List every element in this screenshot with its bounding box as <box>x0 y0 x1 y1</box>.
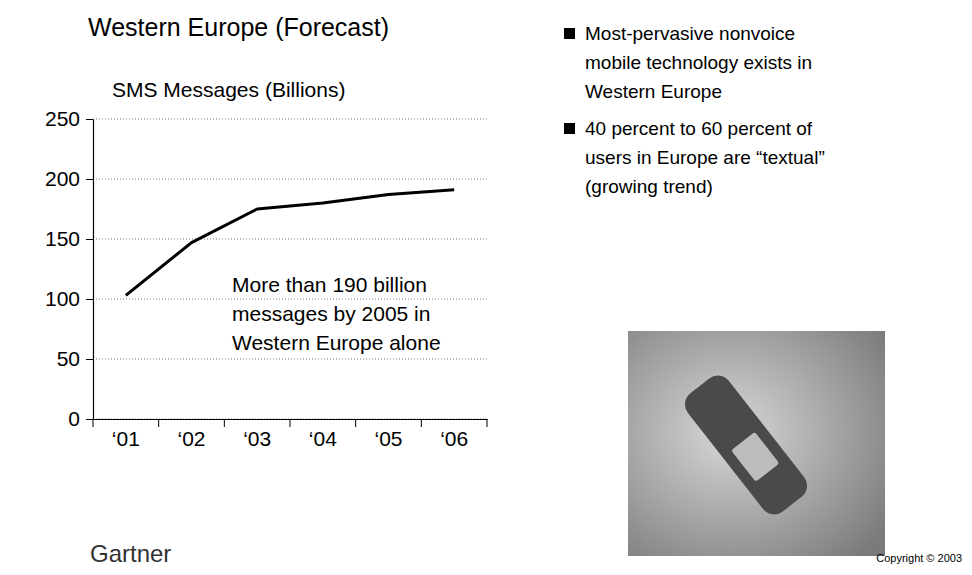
category-divider <box>487 419 488 427</box>
y-tick-label: 150 <box>45 227 80 250</box>
bullet-line: 40 percent to 60 percent of <box>585 118 813 139</box>
x-tick: ‘02 <box>177 427 205 450</box>
category-divider <box>224 419 225 427</box>
bullet-line: (growing trend) <box>585 176 713 197</box>
y-tick-mark <box>86 119 93 120</box>
y-tick: 0 <box>68 407 93 430</box>
y-tick-label: 100 <box>45 287 80 310</box>
y-axis: 0 50 100 150 200 250 <box>45 107 94 430</box>
grid <box>93 119 487 419</box>
x-tick-label: ‘03 <box>243 427 271 450</box>
copyright: Copyright © 2003 <box>876 552 962 564</box>
y-tick-label: 200 <box>45 167 80 190</box>
bullet-line: users in Europe are “textual” <box>585 147 825 168</box>
bullet-line: Western Europe <box>585 81 722 102</box>
y-tick-mark <box>86 179 93 180</box>
x-axis: ‘01 ‘02 ‘03 ‘04 ‘05 ‘06 <box>93 419 488 450</box>
photo <box>628 331 885 556</box>
annotation-line: More than 190 billion <box>232 273 427 296</box>
slide: Western Europe (Forecast) SMS Messages (B… <box>0 0 972 575</box>
y-axis-line <box>93 120 94 420</box>
bullet-square <box>564 28 575 39</box>
logo: Gartner <box>90 540 171 567</box>
bullet-line: Most-pervasive nonvoice <box>585 23 795 44</box>
y-tick-label: 250 <box>45 107 80 130</box>
y-tick-label: 50 <box>57 347 80 370</box>
x-tick: ‘05 <box>374 427 402 450</box>
bullet-text: 40 percent to 60 percent of users in Euro… <box>585 118 825 197</box>
grid-line <box>93 239 487 240</box>
y-tick: 50 <box>57 347 93 370</box>
x-tick-label: ‘06 <box>440 427 468 450</box>
y-axis-title: SMS Messages (Billions) <box>112 78 345 101</box>
photo-phone <box>679 370 812 520</box>
x-tick: ‘03 <box>243 427 271 450</box>
bullet-line: mobile technology exists in <box>585 52 812 73</box>
x-tick: ‘04 <box>309 427 337 450</box>
x-tick-label: ‘05 <box>374 427 402 450</box>
grid-line <box>93 299 487 300</box>
y-tick: 200 <box>45 167 93 190</box>
x-tick-label: ‘04 <box>309 427 337 450</box>
y-tick-mark <box>86 359 93 360</box>
annotation-line: messages by 2005 in <box>232 302 430 325</box>
chart-title: Western Europe (Forecast) <box>88 13 389 41</box>
x-tick-label: ‘01 <box>112 427 140 450</box>
data-line <box>126 190 454 296</box>
bullet-square <box>564 123 575 134</box>
grid-line <box>93 179 487 180</box>
y-tick: 150 <box>45 227 93 250</box>
y-tick: 100 <box>45 287 93 310</box>
photo-screen <box>731 432 779 482</box>
y-tick-mark <box>86 239 93 240</box>
x-tick: ‘06 <box>440 427 468 450</box>
category-divider <box>290 419 291 427</box>
bullet-text: Most-pervasive nonvoice mobile technology… <box>585 23 812 102</box>
y-tick-label: 0 <box>68 407 80 430</box>
y-tick-mark <box>86 299 93 300</box>
annotation: More than 190 billion messages by 2005 in… <box>232 273 441 354</box>
y-tick: 250 <box>45 107 93 130</box>
x-tick: ‘01 <box>112 427 140 450</box>
category-divider <box>93 419 94 427</box>
x-tick-label: ‘02 <box>177 427 205 450</box>
photo-frame <box>628 331 885 556</box>
annotation-line: Western Europe alone <box>232 331 441 354</box>
category-divider <box>421 419 422 427</box>
category-divider <box>158 419 159 427</box>
plot-marks <box>126 190 454 296</box>
grid-line <box>93 119 487 120</box>
category-divider <box>355 419 356 427</box>
grid-line <box>93 359 487 360</box>
y-tick-mark <box>86 419 93 420</box>
